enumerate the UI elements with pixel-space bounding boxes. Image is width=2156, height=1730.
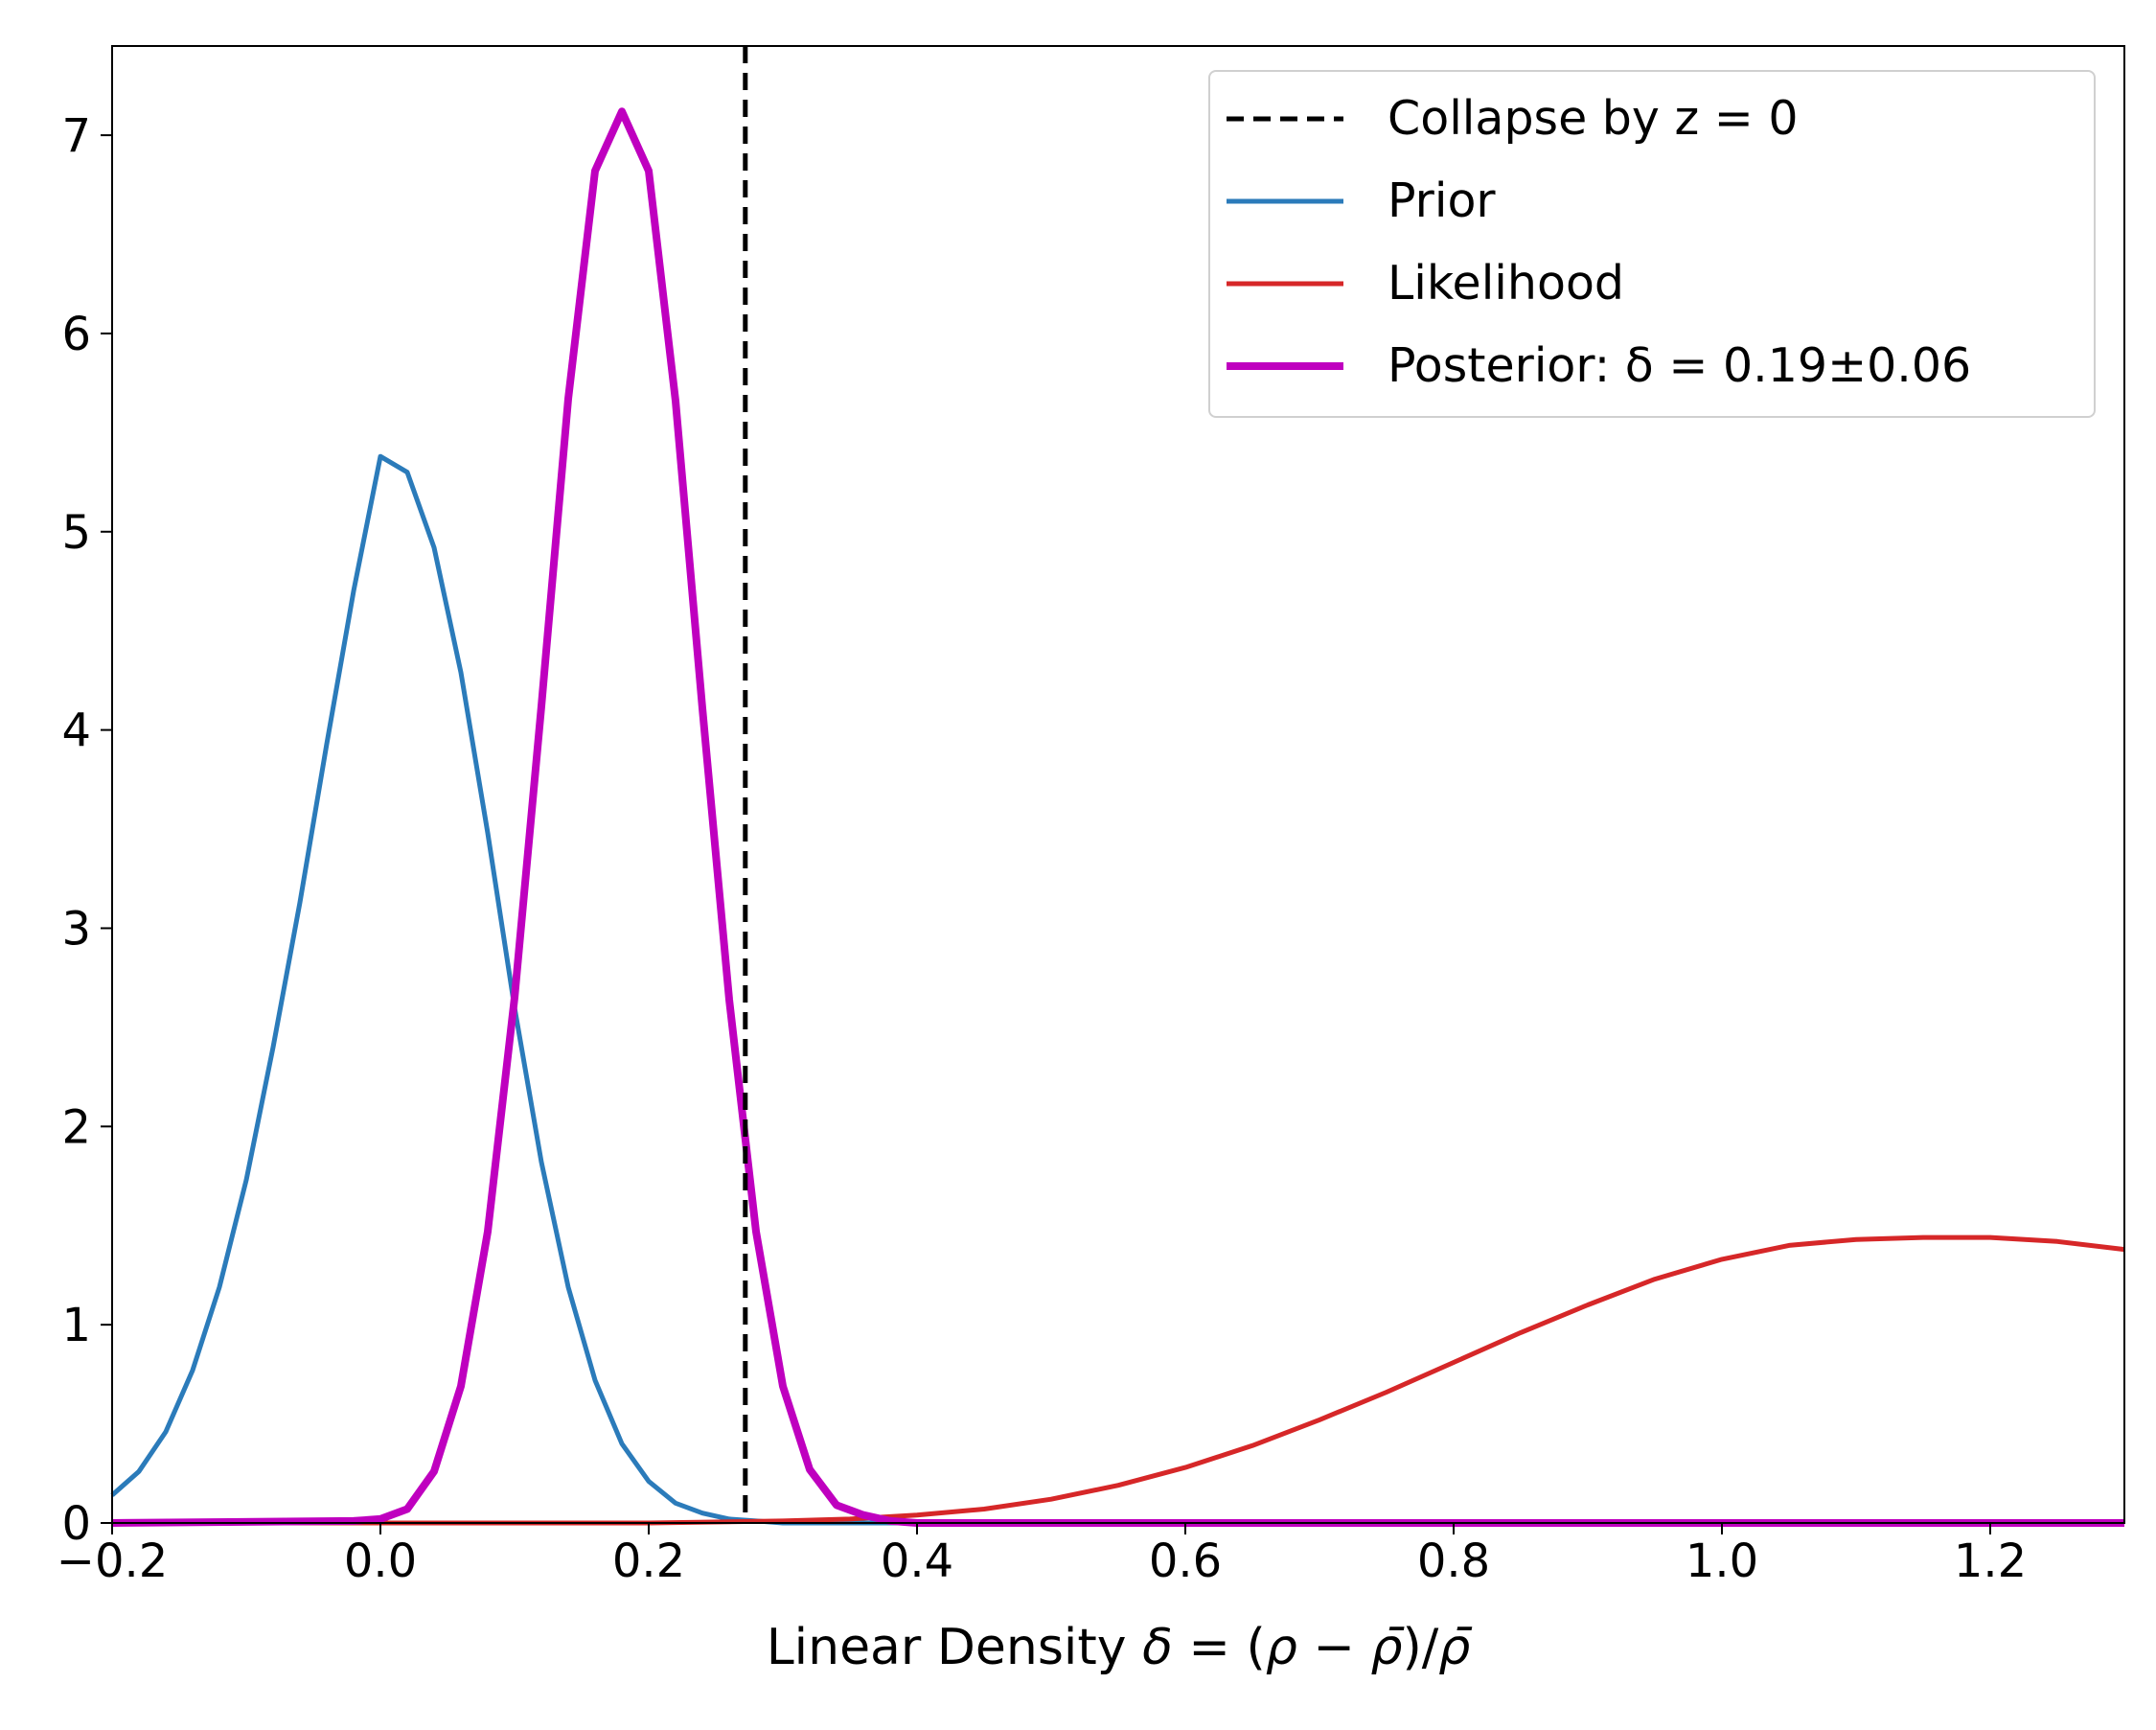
legend: Collapse by z = 0 Prior Likelihood Poste…: [1208, 70, 2096, 418]
series-likelihood-line: [112, 1234, 2125, 1526]
axis-layer: −0.2 0.0 0.2 0.4 0.6 0.8 1.0 1.2 0 1 2 3 4 5 6 7: [57, 109, 2027, 1588]
y-tick-label: 0: [61, 1497, 91, 1551]
legend-label-prior: Prior: [1388, 173, 1496, 228]
x-tick-label: 0.0: [344, 1534, 417, 1588]
x-axis-label: Linear Density δ = (ρ − ρ̄)/ρ̄: [767, 1619, 1474, 1676]
plot-frame: [111, 45, 2125, 1524]
series-posterior-line: [111, 107, 2124, 1527]
x-tick-label: 0.2: [612, 1534, 685, 1588]
legend-label-likelihood: Likelihood: [1388, 256, 1624, 311]
x-tick-label: 1.0: [1686, 1534, 1758, 1588]
x-tick-label: 1.2: [1954, 1534, 2027, 1588]
x-tick-label: 0.8: [1417, 1534, 1490, 1588]
y-tick-label: 4: [61, 704, 91, 758]
y-tick-label: 5: [61, 506, 91, 560]
y-tick-label: 7: [61, 109, 91, 163]
y-tick-label: 6: [61, 308, 91, 361]
x-tick-label: 0.6: [1149, 1534, 1222, 1588]
legend-label-collapse: Collapse by z = 0: [1388, 91, 1799, 146]
legend-box: [1208, 70, 2096, 418]
x-tick-label: 0.4: [881, 1534, 953, 1588]
y-tick-label: 1: [61, 1299, 91, 1352]
y-tick-label: 2: [61, 1100, 91, 1154]
x-tick-label: −0.2: [57, 1534, 169, 1588]
legend-label-posterior: Posterior: δ = 0.19±0.06: [1388, 338, 1971, 393]
y-tick-label: 3: [61, 902, 91, 956]
